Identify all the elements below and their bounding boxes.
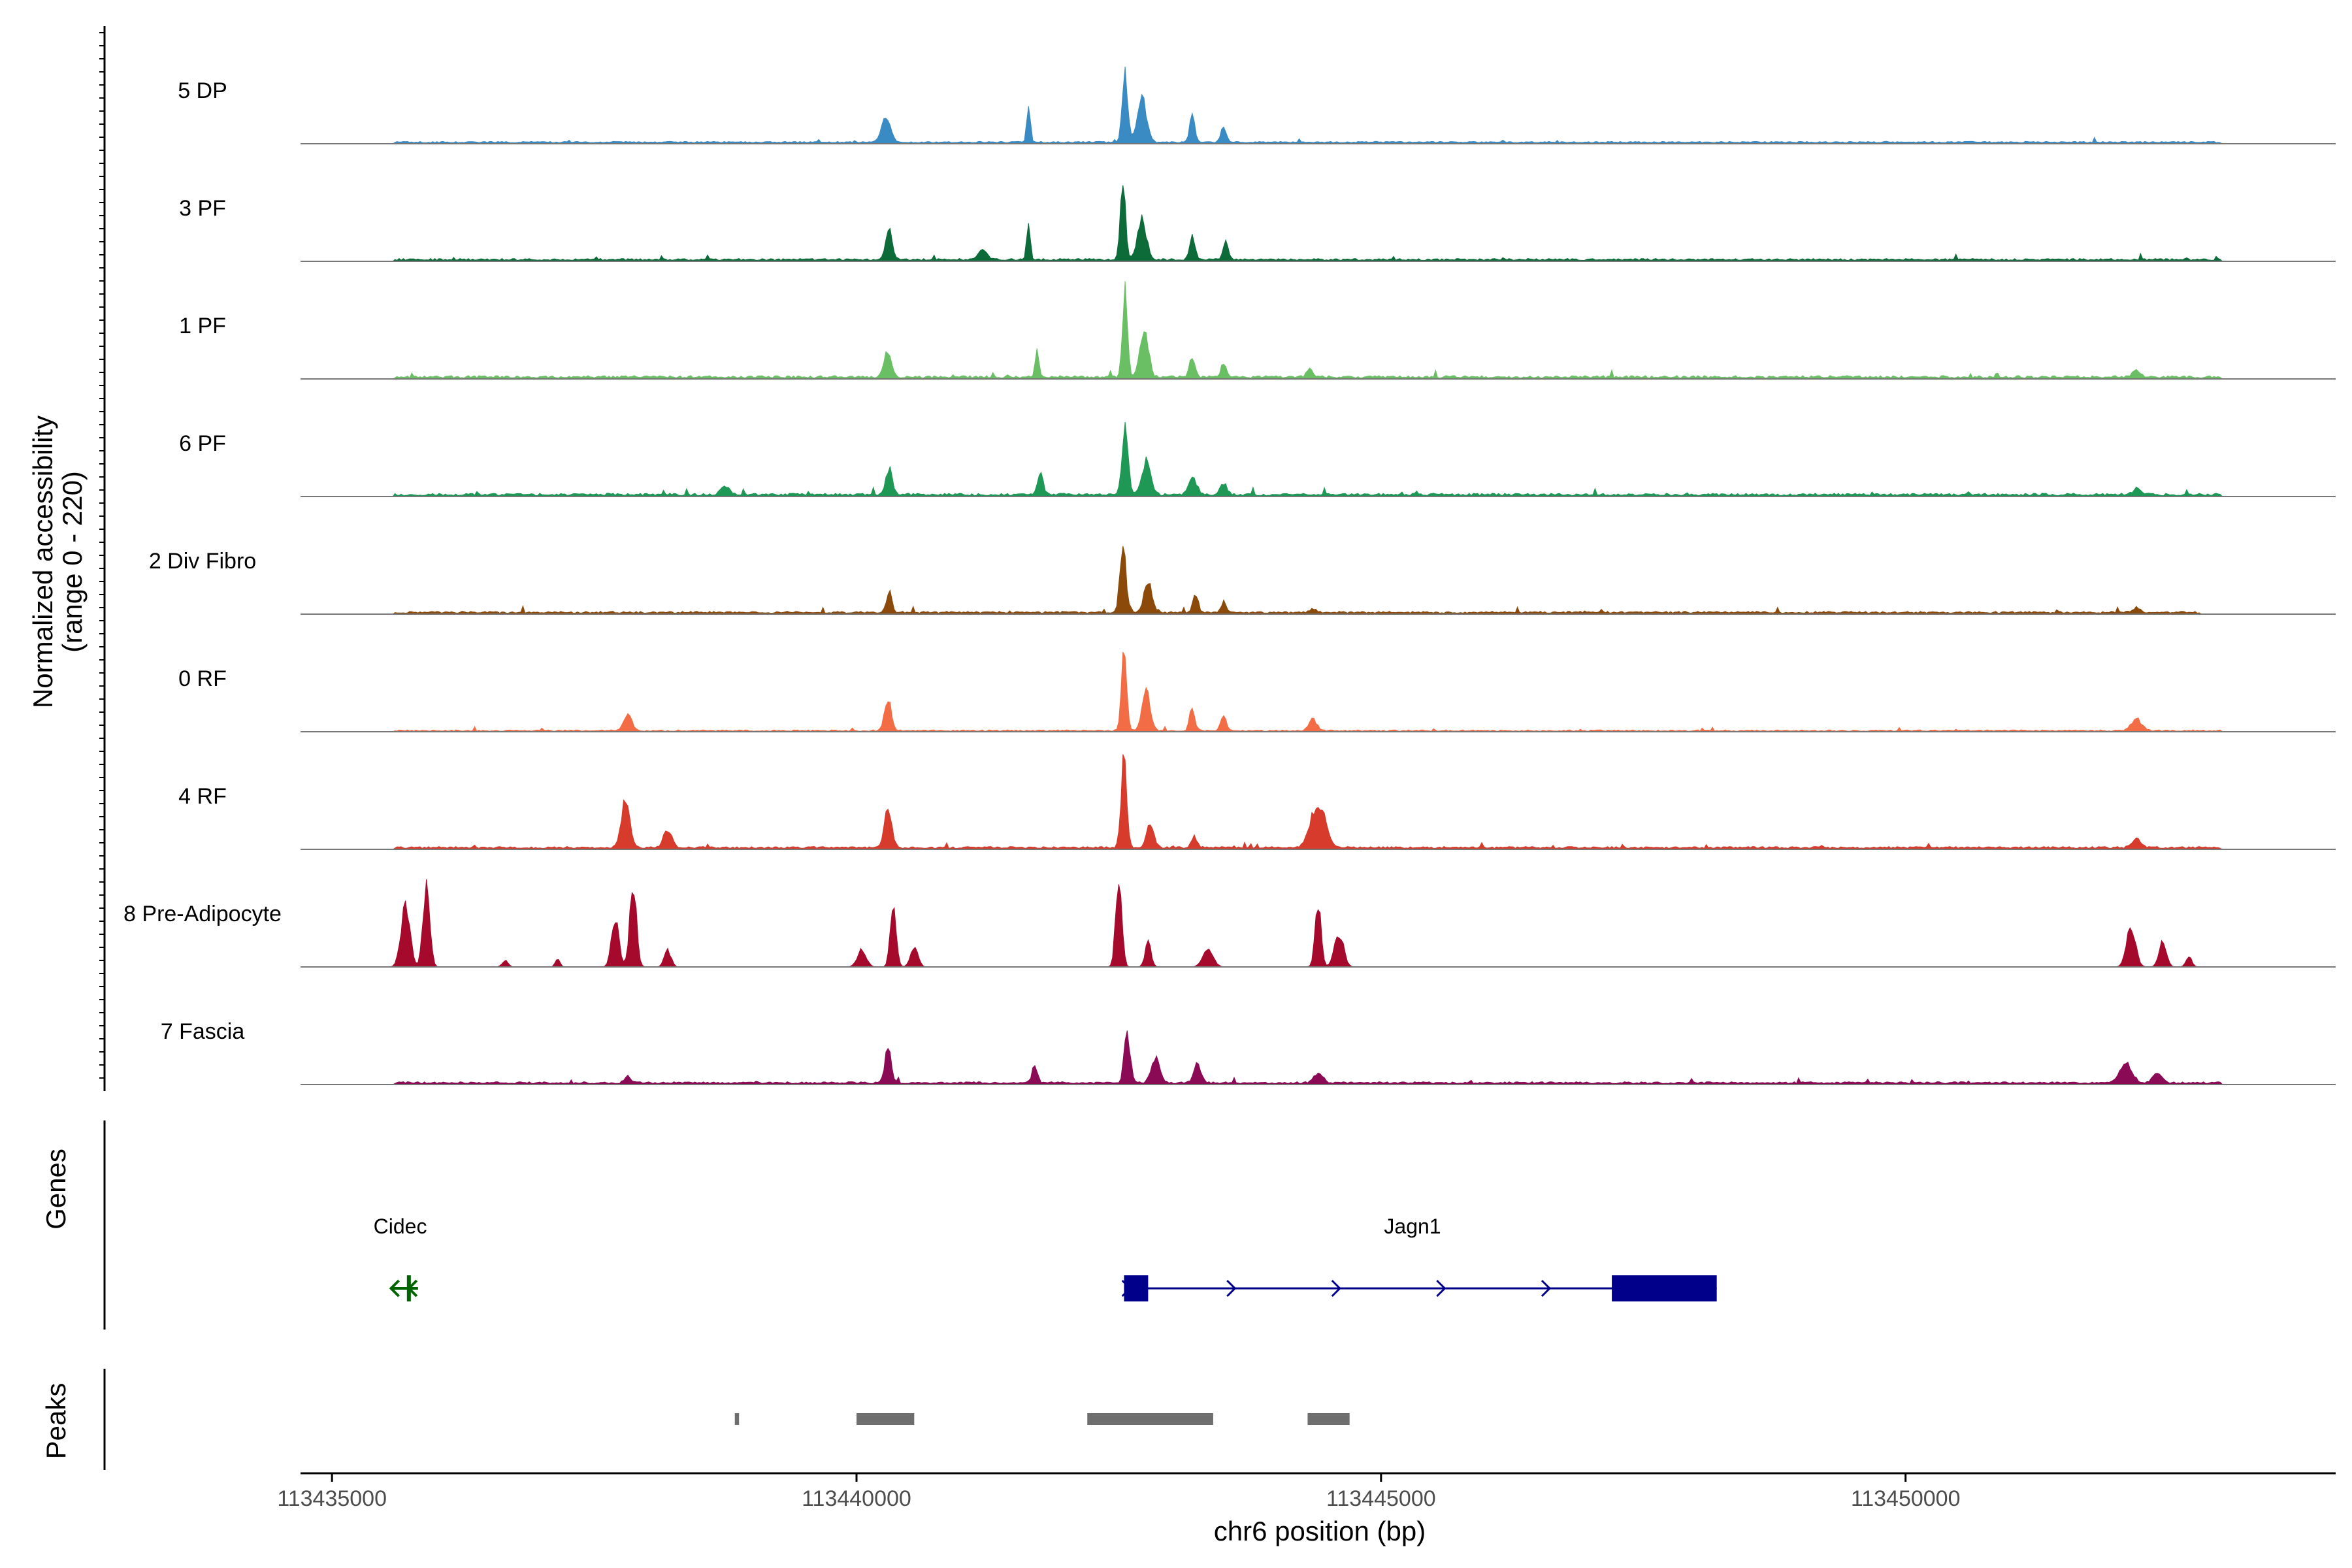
x-axis-title: chr6 position (bp) xyxy=(1214,1516,1426,1546)
track-5-dp: 5 DP xyxy=(178,67,2336,144)
peaks-panel-title: Peaks xyxy=(41,1383,71,1460)
track-label: 7 Fascia xyxy=(161,1019,245,1044)
strand-chevron xyxy=(1226,1279,1237,1298)
gene-label: Cidec xyxy=(374,1215,427,1238)
x-tick-label: 113435000 xyxy=(277,1486,387,1511)
coverage-area xyxy=(332,1030,2262,1085)
track-2-div-fibro: 2 Div Fibro xyxy=(149,546,2336,615)
track-8-pre-adipocyte: 8 Pre-Adipocyte xyxy=(123,879,2336,968)
track-4-rf: 4 RF xyxy=(178,754,2336,850)
track-0-rf: 0 RF xyxy=(178,651,2336,732)
track-3-pf: 3 PF xyxy=(179,185,2336,262)
x-tick-label: 113450000 xyxy=(1851,1486,1961,1511)
track-label: 4 RF xyxy=(178,784,227,809)
coverage-panel: 5 DP 3 PF 1 PF 6 PF 2 Div Fibro 0 RF 4 RF 8 Pre… xyxy=(99,26,2336,1091)
coverage-area xyxy=(332,754,2262,850)
coverage-area xyxy=(332,546,2242,615)
track-label: 8 Pre-Adipocyte xyxy=(123,902,282,926)
track-1-pf: 1 PF xyxy=(179,281,2336,380)
coverage-area xyxy=(332,422,2262,497)
track-label: 2 Div Fibro xyxy=(149,549,256,574)
track-label: 1 PF xyxy=(179,314,226,338)
peak-region xyxy=(1307,1413,1350,1425)
strand-chevron xyxy=(1541,1279,1552,1298)
gene-cidec: Cidec xyxy=(374,1215,427,1301)
genes-panel-title: Genes xyxy=(41,1149,71,1230)
y-axis-range-label: (range 0 - 220) xyxy=(57,471,88,653)
strand-arrow xyxy=(407,1279,418,1298)
gene-exon xyxy=(1124,1275,1149,1301)
gene-jagn1: Jagn1 xyxy=(1121,1215,1717,1301)
strand-chevron xyxy=(1436,1279,1446,1298)
track-7-fascia: 7 Fascia xyxy=(161,1019,2336,1085)
coverage-area xyxy=(332,651,2262,732)
strand-chevron xyxy=(1331,1279,1341,1298)
coverage-area xyxy=(332,879,2262,968)
track-6-pf: 6 PF xyxy=(179,422,2336,497)
gene-label: Jagn1 xyxy=(1384,1215,1441,1238)
coverage-area xyxy=(332,281,2262,380)
coverage-area xyxy=(332,67,2262,144)
x-tick-label: 113440000 xyxy=(802,1486,911,1511)
y-axis-title: Normalized accessibility xyxy=(27,416,58,708)
strand-arrow xyxy=(389,1279,400,1298)
track-label: 0 RF xyxy=(178,666,227,691)
genes-panel: Cidec Jagn1 xyxy=(103,1120,1717,1330)
track-label: 3 PF xyxy=(179,196,226,221)
peak-region xyxy=(734,1413,740,1425)
x-tick-label: 113445000 xyxy=(1326,1486,1436,1511)
peaks-panel xyxy=(103,1369,1350,1470)
track-label: 5 DP xyxy=(178,78,227,103)
track-label: 6 PF xyxy=(179,431,226,456)
x-axis: 113435000 113440000 113445000 113450000 xyxy=(277,1472,2336,1511)
coverage-area xyxy=(332,185,2262,262)
gene-exon xyxy=(1612,1275,1717,1301)
peak-region xyxy=(1087,1413,1213,1425)
peak-region xyxy=(857,1413,915,1425)
